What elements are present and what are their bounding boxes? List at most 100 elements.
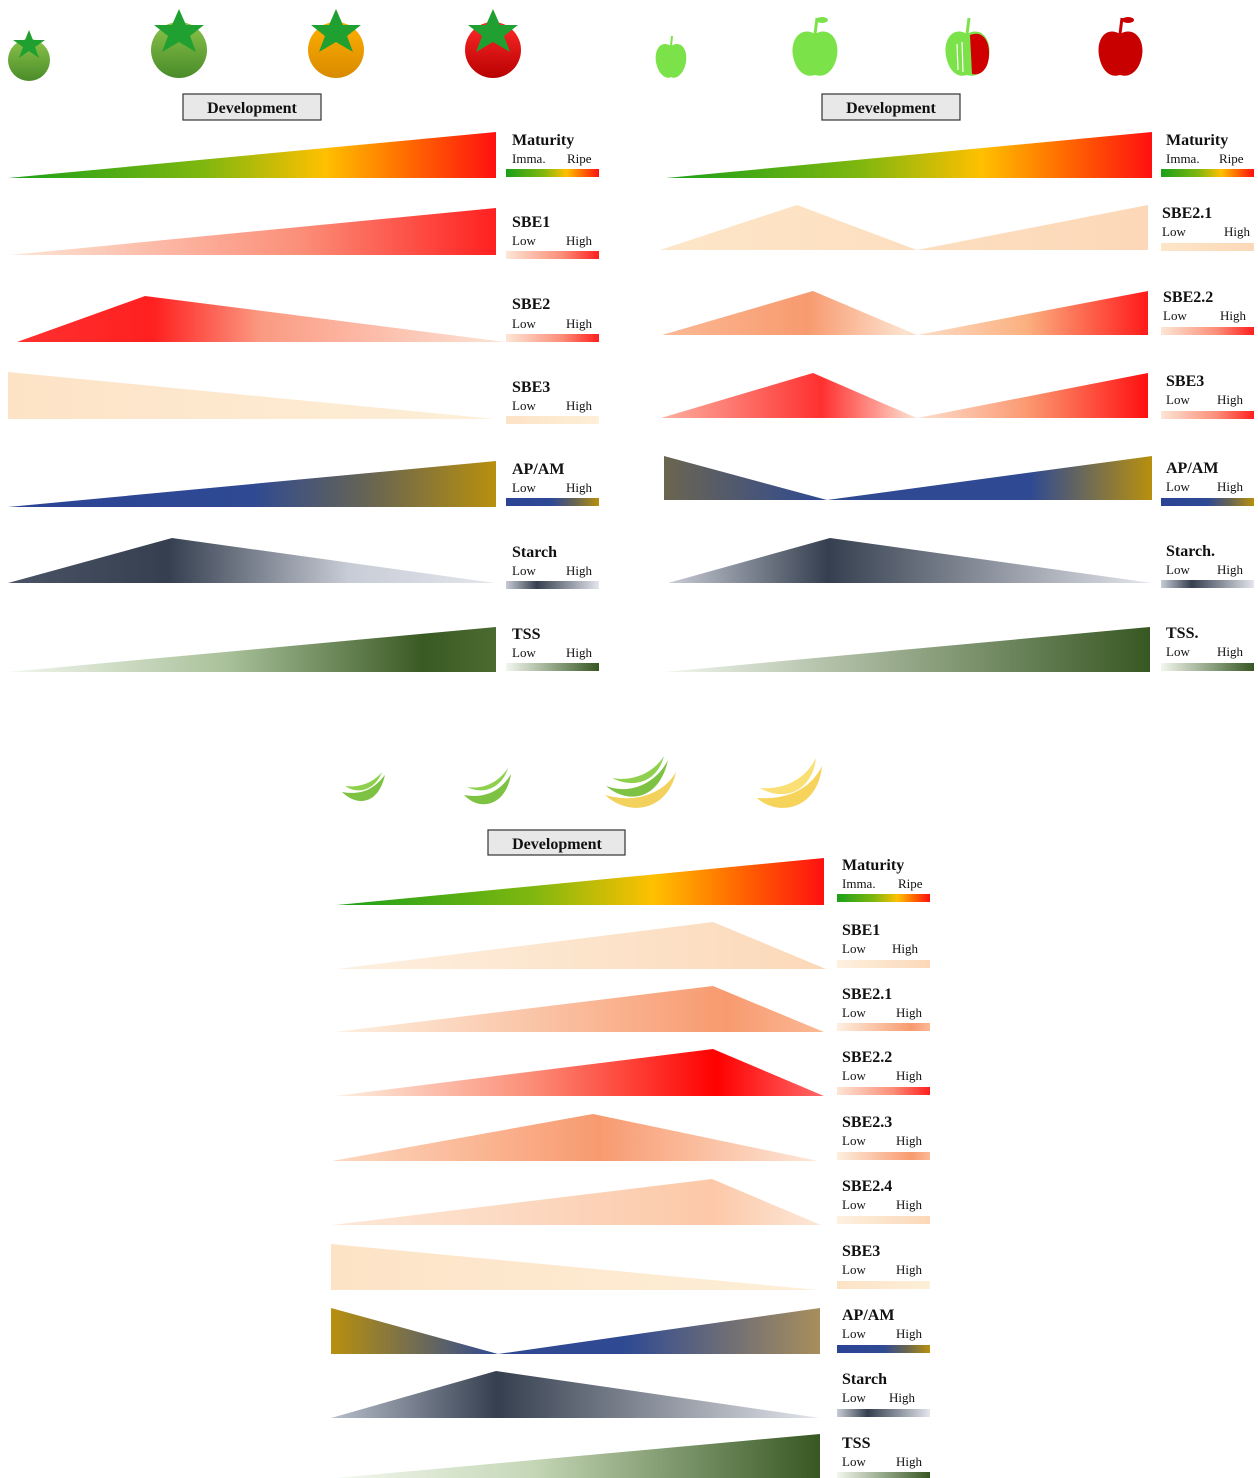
- banana-turning-icon: [605, 756, 676, 808]
- sbe1-shape: [10, 208, 496, 255]
- row-low-label: Low: [842, 1454, 866, 1469]
- row-low-label: Low: [1166, 644, 1190, 659]
- apam-shape: [664, 456, 1152, 500]
- legend-bar: [837, 1087, 930, 1095]
- legend-bar: [506, 416, 599, 424]
- row-title: Starch: [512, 544, 557, 561]
- row-low-label: Low: [1166, 562, 1190, 577]
- row-low-label: Low: [842, 1326, 866, 1341]
- legend-bar: [837, 1409, 930, 1417]
- apple-green-icon: [792, 17, 838, 76]
- legend-bar: [837, 1152, 930, 1160]
- legend-bar: [837, 894, 930, 902]
- row-title: TSS: [512, 626, 541, 643]
- row-title: SBE1: [512, 214, 550, 231]
- row-title: SBE2.4: [842, 1178, 892, 1195]
- tomato-green-icon: [151, 9, 207, 78]
- row-title: SBE2.3: [842, 1114, 892, 1131]
- banana-small-icon: [342, 772, 385, 801]
- row-low-label: Low: [512, 563, 536, 578]
- row-title: SBE2.2: [1163, 289, 1213, 306]
- row-high-label: High: [896, 1326, 923, 1341]
- apam-shape: [8, 461, 496, 507]
- sbe3-shape: [8, 372, 495, 419]
- banana-ripe-icon: [757, 758, 822, 808]
- row-low-label: Low: [842, 941, 866, 956]
- row-low-label: Low: [1166, 479, 1190, 494]
- starch-shape: [331, 1371, 820, 1418]
- row-low-label: Low: [842, 1005, 866, 1020]
- row-title: Starch.: [1166, 543, 1215, 560]
- row-high-label: High: [566, 398, 593, 413]
- sbe2-2-shape: [335, 1049, 824, 1096]
- apam-shape: [331, 1308, 820, 1354]
- sbe2-1-shape: [335, 986, 824, 1032]
- row-low-label: Low: [512, 645, 536, 660]
- panel-apple: Development Maturity Imma. Ripe SBE2.1 L…: [655, 17, 1254, 672]
- legend-bar: [506, 663, 599, 671]
- row-title: SBE3: [1166, 373, 1204, 390]
- legend-bar: [1161, 580, 1254, 588]
- row-high-label: High: [1220, 308, 1247, 323]
- row-low-label: Low: [512, 480, 536, 495]
- row-low-label: Imma.: [842, 876, 876, 891]
- development-label-box: Development: [821, 93, 961, 121]
- row-high-label: High: [889, 1390, 916, 1405]
- sbe2-4-shape: [332, 1179, 821, 1225]
- legend-bar: [506, 251, 599, 259]
- row-low-label: Low: [1166, 392, 1190, 407]
- row-title: AP/AM: [842, 1307, 894, 1324]
- development-label: Development: [207, 100, 297, 117]
- row-title: Maturity: [512, 132, 574, 149]
- row-high-label: High: [1217, 392, 1244, 407]
- row-high-label: Ripe: [898, 876, 923, 891]
- row-title: Starch: [842, 1371, 887, 1388]
- row-high-label: High: [566, 480, 593, 495]
- row-title: SBE1: [842, 922, 880, 939]
- row-low-label: Low: [512, 316, 536, 331]
- row-high-label: High: [896, 1133, 923, 1148]
- row-title: SBE3: [842, 1243, 880, 1260]
- row-high-label: High: [896, 1262, 923, 1277]
- panel-banana: Development Maturity Imma. Ripe SBE1 Low…: [331, 756, 930, 1478]
- sbe2-1-shape: [660, 205, 1148, 250]
- development-label: Development: [846, 100, 936, 117]
- apple-small-icon: [655, 35, 687, 78]
- legend-bar: [837, 1281, 930, 1289]
- row-low-label: Imma.: [512, 151, 546, 166]
- tss-shape: [336, 1434, 820, 1478]
- row-low-label: Low: [842, 1133, 866, 1148]
- sbe3-shape: [331, 1244, 818, 1290]
- apple-ripe-icon: [1098, 17, 1143, 76]
- legend-bar: [837, 1216, 930, 1224]
- maturity-shape: [8, 132, 496, 178]
- row-low-label: Low: [842, 1390, 866, 1405]
- row-title: Maturity: [1166, 132, 1228, 149]
- row-high-label: High: [892, 941, 919, 956]
- development-label-box: Development: [487, 829, 626, 856]
- legend-bar: [837, 1023, 930, 1031]
- panel-tomato: Development Maturity Imma. Ripe SBE1 Low…: [8, 9, 599, 672]
- legend-bar: [506, 169, 599, 177]
- tomato-immature-icon: [8, 30, 50, 81]
- row-title: AP/AM: [1166, 460, 1218, 477]
- legend-bar: [837, 1472, 930, 1478]
- legend-bar: [506, 581, 599, 589]
- sbe3-shape: [661, 373, 1148, 418]
- legend-bar: [837, 960, 930, 968]
- maturity-shape: [337, 858, 824, 905]
- apple-turning-icon: [945, 17, 990, 76]
- sbe2-2-shape: [662, 291, 1148, 335]
- row-high-label: High: [896, 1197, 923, 1212]
- row-title: SBE3: [512, 379, 550, 396]
- row-low-label: Low: [512, 233, 536, 248]
- row-high-label: High: [566, 645, 593, 660]
- sbe2-shape: [17, 296, 505, 342]
- row-low-label: Low: [842, 1262, 866, 1277]
- legend-bar: [1161, 243, 1254, 251]
- row-high-label: Ripe: [567, 151, 592, 166]
- legend-bar: [506, 498, 599, 506]
- row-high-label: High: [896, 1005, 923, 1020]
- row-high-label: High: [896, 1068, 923, 1083]
